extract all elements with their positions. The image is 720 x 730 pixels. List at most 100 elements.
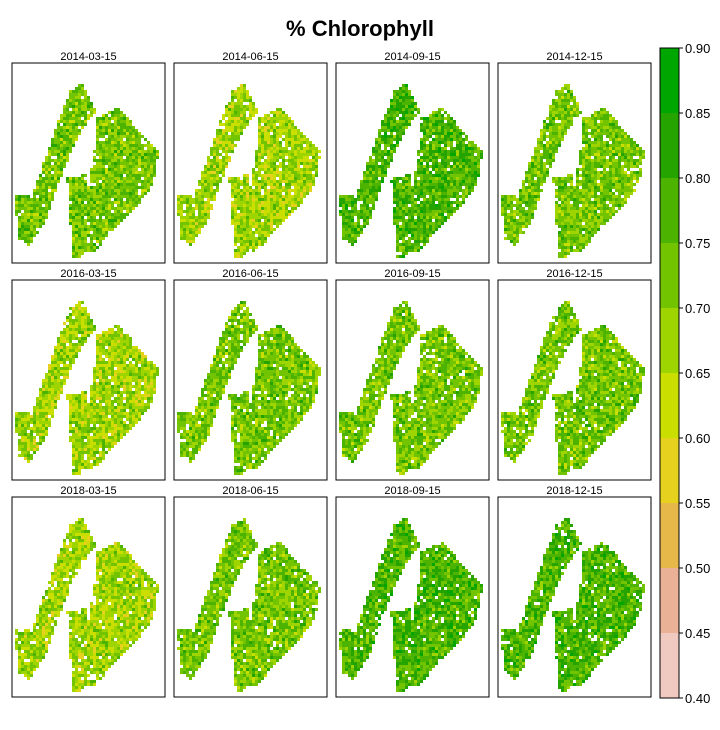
raster-cell: [564, 93, 567, 96]
raster-cell: [372, 162, 375, 165]
raster-cell: [579, 174, 582, 177]
raster-cell: [621, 147, 624, 150]
raster-cell: [69, 213, 72, 216]
raster-cell: [237, 102, 240, 105]
raster-cell: [69, 117, 72, 120]
raster-cell: [354, 201, 357, 204]
raster-cell: [36, 186, 39, 189]
raster-cell: [408, 99, 411, 102]
raster-cell: [438, 111, 441, 114]
raster-cell: [597, 201, 600, 204]
raster-cell: [231, 189, 234, 192]
raster-cell: [348, 201, 351, 204]
raster-cell: [582, 159, 585, 162]
raster-cell: [594, 180, 597, 183]
raster-cell: [51, 189, 54, 192]
raster-cell: [396, 138, 399, 141]
raster-cell: [588, 240, 591, 243]
raster-cell: [351, 219, 354, 222]
raster-cell: [585, 219, 588, 222]
raster-cell: [588, 222, 591, 225]
raster-cell: [357, 231, 360, 234]
raster-cell: [207, 201, 210, 204]
raster-cell: [609, 153, 612, 156]
raster-cell: [237, 207, 240, 210]
raster-cell: [240, 219, 243, 222]
raster-cell: [69, 141, 72, 144]
raster-cell: [237, 255, 240, 258]
raster-cell: [99, 135, 102, 138]
raster-cell: [558, 237, 561, 240]
raster-cell: [357, 192, 360, 195]
raster-cell: [594, 198, 597, 201]
raster-cell: [360, 231, 363, 234]
raster-cell: [27, 237, 30, 240]
raster-cell: [627, 168, 630, 171]
raster-cell: [69, 192, 72, 195]
raster-cell: [60, 114, 63, 117]
raster-cell: [129, 168, 132, 171]
raster-cell: [630, 141, 633, 144]
raster-cell: [429, 132, 432, 135]
raster-cell: [297, 165, 300, 168]
raster-cell: [519, 192, 522, 195]
raster-cell: [48, 156, 51, 159]
raster-cell: [522, 225, 525, 228]
raster-cell: [594, 159, 597, 162]
raster-cell: [516, 231, 519, 234]
raster-cell: [270, 213, 273, 216]
raster-cell: [348, 240, 351, 243]
raster-cell: [270, 153, 273, 156]
raster-cell: [66, 132, 69, 135]
raster-cell: [141, 171, 144, 174]
raster-cell: [348, 231, 351, 234]
raster-cell: [294, 207, 297, 210]
raster-cell: [630, 144, 633, 147]
raster-cell: [234, 231, 237, 234]
raster-cell: [243, 93, 246, 96]
raster-cell: [87, 313, 90, 316]
raster-cell: [24, 204, 27, 207]
raster-cell: [111, 129, 114, 132]
raster-cell: [564, 246, 567, 249]
raster-cell: [243, 87, 246, 90]
raster-cell: [90, 195, 93, 198]
raster-cell: [213, 147, 216, 150]
raster-cell: [393, 213, 396, 216]
raster-cell: [291, 123, 294, 126]
raster-cell: [90, 111, 93, 114]
raster-cell: [249, 216, 252, 219]
raster-cell: [183, 201, 186, 204]
raster-cell: [513, 210, 516, 213]
raster-cell: [240, 198, 243, 201]
raster-cell: [582, 195, 585, 198]
raster-cell: [543, 153, 546, 156]
raster-cell: [399, 216, 402, 219]
raster-cell: [78, 108, 81, 111]
raster-cell: [531, 168, 534, 171]
raster-cell: [276, 129, 279, 132]
raster-cell: [315, 165, 318, 168]
raster-cell: [564, 123, 567, 126]
raster-cell: [447, 216, 450, 219]
raster-cell: [414, 237, 417, 240]
raster-cell: [567, 180, 570, 183]
raster-cell: [45, 162, 48, 165]
raster-cell: [456, 126, 459, 129]
raster-cell: [75, 198, 78, 201]
raster-cell: [216, 156, 219, 159]
raster-cell: [612, 165, 615, 168]
raster-cell: [594, 210, 597, 213]
raster-cell: [384, 147, 387, 150]
raster-cell: [585, 225, 588, 228]
raster-cell: [600, 123, 603, 126]
raster-cell: [450, 183, 453, 186]
raster-cell: [270, 135, 273, 138]
raster-cell: [48, 174, 51, 177]
raster-cell: [372, 183, 375, 186]
raster-cell: [183, 222, 186, 225]
raster-cell: [234, 123, 237, 126]
raster-cell: [441, 219, 444, 222]
raster-cell: [402, 249, 405, 252]
raster-cell: [207, 165, 210, 168]
